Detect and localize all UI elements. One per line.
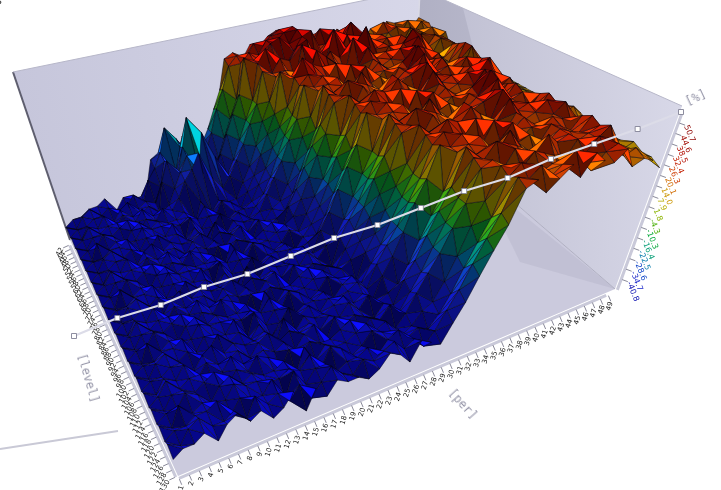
surface3d-canvas <box>0 0 721 490</box>
surface-plot: [level] [per] [%] <box>0 0 721 490</box>
